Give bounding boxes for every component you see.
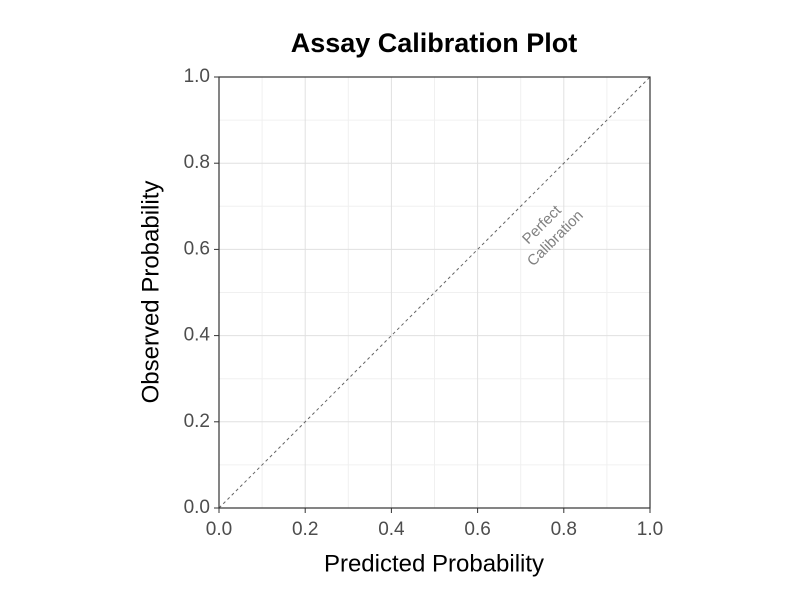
y-axis-label: Observed Probability: [137, 181, 164, 404]
y-tick-label: 0.4: [184, 325, 211, 346]
x-tick-label: 0.6: [464, 519, 490, 540]
y-tick-label: 1.0: [184, 66, 210, 87]
x-tick-label: 0.2: [292, 519, 318, 540]
y-tick-label: 0.8: [184, 152, 210, 173]
x-tick-label: 0.8: [551, 519, 577, 540]
x-tick-label: 1.0: [637, 519, 663, 540]
y-tick-label: 0.2: [184, 411, 210, 432]
x-axis-label: Predicted Probability: [324, 550, 544, 577]
panel-border: [218, 76, 651, 509]
y-tick-label: 0.0: [184, 497, 210, 518]
x-tick-label: 0.4: [378, 519, 405, 540]
x-tick-label: 0.0: [206, 519, 232, 540]
y-tick-label: 0.6: [184, 238, 210, 259]
chart-title: Assay Calibration Plot: [291, 28, 578, 58]
